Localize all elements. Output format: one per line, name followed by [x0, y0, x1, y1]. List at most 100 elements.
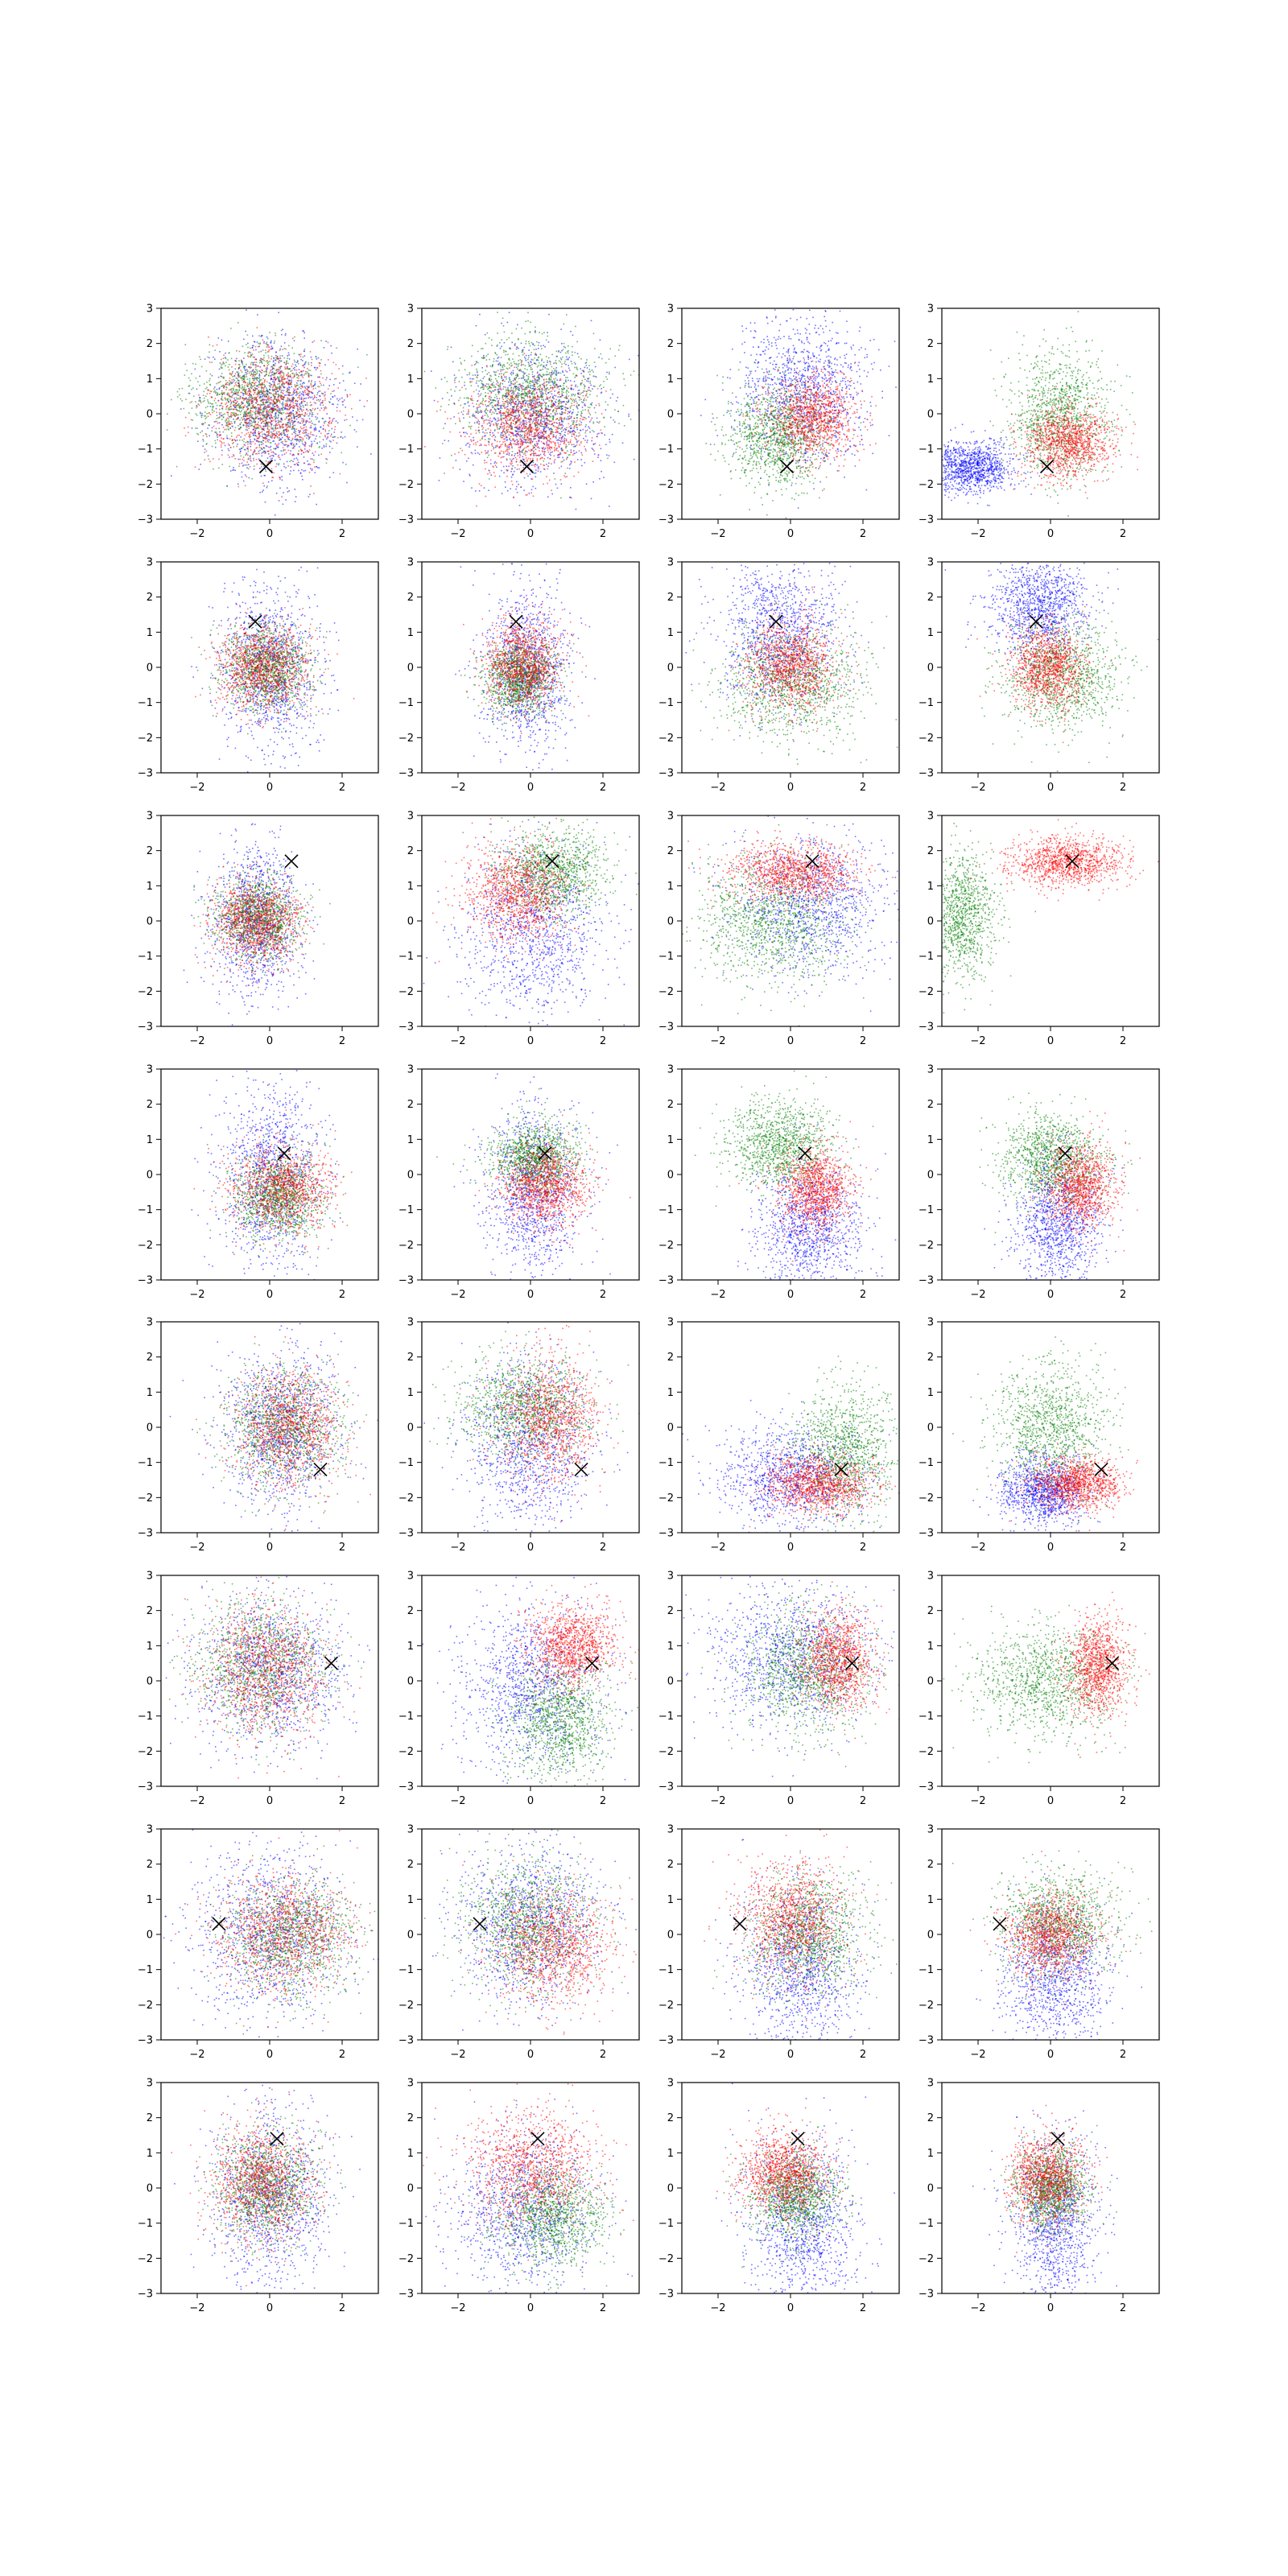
point-blue	[278, 370, 279, 372]
point-blue	[559, 452, 561, 454]
point-red	[319, 362, 320, 364]
point-blue	[332, 436, 334, 438]
point-green	[249, 411, 250, 413]
point-green	[281, 330, 283, 332]
point-green	[294, 360, 295, 361]
point-blue	[520, 423, 522, 425]
point-red	[296, 463, 298, 464]
point-red	[265, 437, 266, 439]
point-green	[303, 374, 305, 376]
point-blue	[568, 431, 569, 432]
point-green	[266, 485, 268, 487]
point-green	[443, 427, 444, 429]
point-blue	[555, 371, 557, 373]
point-blue	[333, 390, 335, 392]
point-red	[255, 374, 257, 375]
point-red	[260, 417, 262, 419]
point-blue	[510, 391, 512, 393]
point-red	[209, 461, 211, 463]
point-green	[307, 404, 308, 406]
point-green	[491, 339, 493, 341]
point-blue	[268, 481, 270, 483]
point-red	[279, 382, 281, 383]
point-blue	[289, 358, 291, 360]
point-blue	[498, 357, 500, 358]
point-green	[223, 377, 225, 378]
point-blue	[318, 455, 320, 456]
point-blue	[290, 453, 291, 455]
point-green	[497, 408, 498, 410]
point-blue	[501, 389, 502, 390]
point-green	[207, 399, 208, 401]
point-green	[219, 405, 221, 407]
point-red	[291, 414, 293, 415]
point-green	[196, 407, 197, 409]
point-blue	[299, 431, 300, 433]
point-blue	[585, 436, 587, 437]
point-blue	[294, 464, 295, 465]
point-blue	[291, 386, 293, 388]
point-red	[287, 382, 288, 383]
point-green	[283, 379, 284, 381]
point-blue	[469, 474, 470, 476]
point-green	[491, 414, 493, 415]
point-green	[254, 376, 255, 378]
point-blue	[576, 509, 577, 510]
point-red	[305, 451, 307, 452]
point-blue	[273, 431, 275, 432]
point-red	[238, 368, 240, 369]
point-green	[264, 360, 266, 361]
point-blue	[336, 407, 338, 408]
point-green	[528, 379, 530, 381]
point-green	[242, 392, 243, 394]
point-green	[254, 424, 256, 426]
point-green	[481, 357, 483, 359]
point-red	[217, 423, 219, 424]
point-blue	[321, 407, 323, 409]
point-blue	[219, 414, 221, 415]
point-blue	[576, 401, 577, 402]
point-green	[487, 332, 489, 334]
point-green	[262, 398, 263, 400]
point-red	[237, 404, 238, 406]
point-green	[215, 391, 217, 393]
point-red	[266, 368, 267, 369]
point-red	[302, 432, 303, 434]
point-green	[298, 380, 299, 382]
point-green	[299, 372, 300, 374]
point-blue	[516, 439, 518, 440]
point-blue	[541, 437, 543, 439]
point-green	[243, 367, 245, 369]
point-green	[235, 409, 237, 411]
point-red	[286, 424, 287, 426]
point-green	[525, 343, 526, 345]
point-red	[184, 427, 185, 429]
point-red	[325, 379, 327, 381]
point-red	[226, 407, 228, 408]
point-blue	[272, 381, 274, 382]
point-blue	[570, 463, 572, 464]
point-blue	[332, 428, 333, 430]
point-red	[287, 445, 289, 447]
point-blue	[312, 459, 313, 460]
point-red	[243, 464, 245, 466]
point-blue	[573, 389, 575, 390]
point-blue	[201, 431, 203, 432]
point-green	[276, 358, 278, 360]
point-red	[288, 375, 290, 377]
point-green	[256, 369, 258, 371]
point-green	[258, 384, 260, 386]
point-blue	[521, 378, 522, 379]
point-green	[275, 373, 276, 374]
point-green	[262, 415, 264, 417]
y-tick-label: −1	[138, 444, 153, 456]
point-blue	[462, 414, 464, 415]
point-blue	[287, 355, 288, 357]
point-blue	[521, 343, 522, 345]
point-red	[268, 447, 270, 448]
point-red	[275, 424, 277, 426]
point-green	[556, 406, 558, 407]
point-blue	[331, 353, 332, 354]
point-green	[552, 419, 554, 421]
